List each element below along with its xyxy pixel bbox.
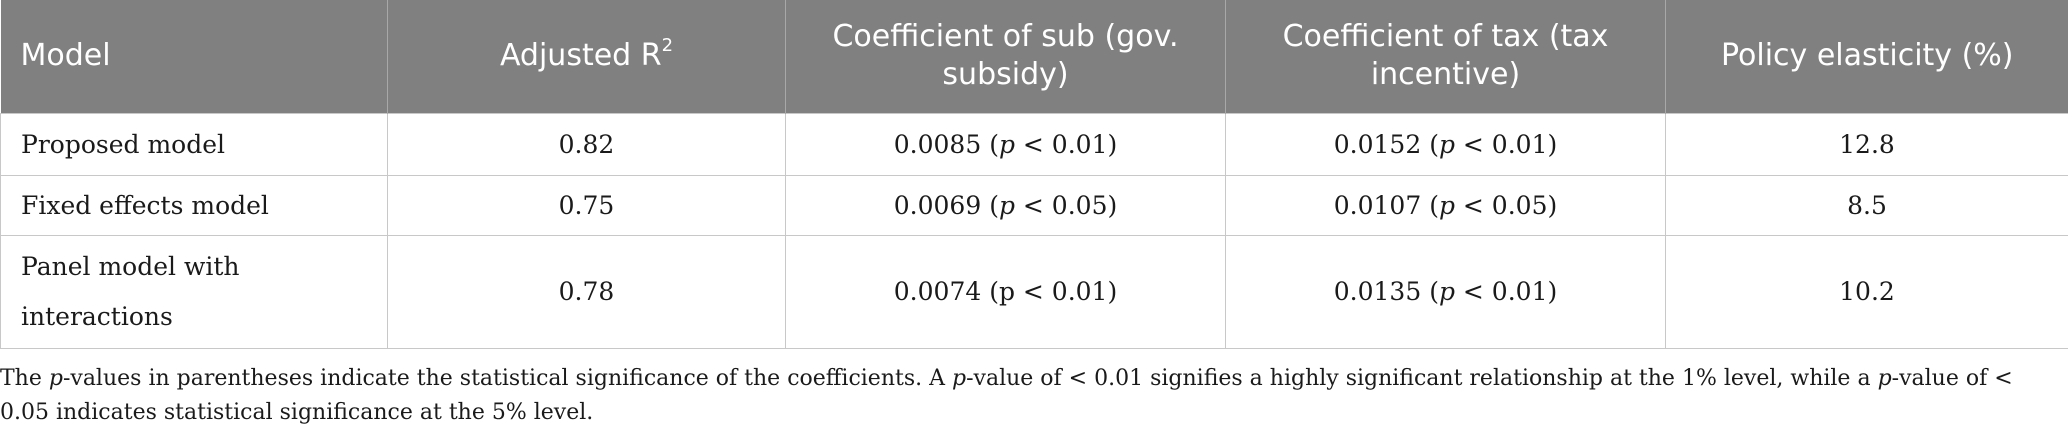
coef-value: 0.0107 <box>1333 190 1422 220</box>
p-value: < 0.05) <box>1014 190 1118 220</box>
model-name-line-1: Panel model with <box>21 251 240 281</box>
header-coef-sub-label: Coefficient of sub (gov. subsidy) <box>832 19 1179 93</box>
footnote-text: The <box>0 366 49 391</box>
p-letter: p <box>1438 129 1455 159</box>
table-row: Fixed effects model 0.75 0.0069 (p < 0.0… <box>0 174 2068 236</box>
header-model: Model <box>0 0 388 113</box>
cell-model: Panel model with interactions <box>0 234 388 349</box>
cell-coef-sub: 0.0074 (p < 0.01) <box>785 234 1226 349</box>
p-letter: p <box>1438 276 1455 306</box>
cell-adjusted-r2: 0.78 <box>387 234 786 349</box>
header-superscript-2: 2 <box>661 35 674 57</box>
footnote-p-letter: p <box>48 366 63 391</box>
coef-value: 0.0085 <box>893 129 982 159</box>
model-name-line-2: interactions <box>21 301 173 331</box>
cell-elasticity: 12.8 <box>1665 112 2068 176</box>
footnote-p-letter: p <box>952 366 967 391</box>
cell-coef-sub: 0.0085 (p < 0.01) <box>785 112 1226 176</box>
header-model-label: Model <box>20 38 111 74</box>
footnote-p-letter: p <box>1877 366 1892 391</box>
header-policy-elasticity: Policy elasticity (%) <box>1665 0 2068 113</box>
table-row: Panel model with interactions 0.78 0.0074… <box>0 234 2068 349</box>
header-coef-tax: Coefficient of tax (tax incentive) <box>1225 0 1666 113</box>
header-coef-sub: Coefficient of sub (gov. subsidy) <box>785 0 1226 113</box>
cell-adjusted-r2: 0.75 <box>387 174 786 236</box>
footnote-text: -value of < 0.01 signifies a highly sign… <box>966 366 1878 391</box>
cell-coef-tax: 0.0135 (p < 0.01) <box>1225 234 1666 349</box>
header-coef-tax-label: Coefficient of tax (tax incentive) <box>1282 19 1609 93</box>
model-comparison-table: Model Adjusted R2 Coefficient of sub (go… <box>0 0 2068 349</box>
cell-elasticity: 10.2 <box>1665 234 2068 349</box>
table-header: Model Adjusted R2 Coefficient of sub (go… <box>0 0 2068 113</box>
header-adjusted-r2: Adjusted R2 <box>387 0 786 113</box>
results-table-container: Model Adjusted R2 Coefficient of sub (go… <box>0 0 2068 349</box>
cell-model: Fixed effects model <box>0 174 388 236</box>
p-value: < 0.01) <box>1454 129 1558 159</box>
cell-coef-tax: 0.0152 (p < 0.01) <box>1225 112 1666 176</box>
footnote-text: -value of < 0.05 indicates statistical s… <box>0 366 2013 425</box>
p-value: < 0.01) <box>1454 276 1558 306</box>
cell-coef-tax: 0.0107 (p < 0.05) <box>1225 174 1666 236</box>
header-policy-elasticity-label: Policy elasticity (%) <box>1720 38 2014 74</box>
header-adjusted-r-label: Adjusted R <box>499 38 662 74</box>
coef-value: 0.0152 <box>1333 129 1422 159</box>
p-value: < 0.01) <box>1014 129 1118 159</box>
coef-value: 0.0069 <box>893 190 982 220</box>
table-body: Proposed model 0.82 0.0085 (p < 0.01) 0.… <box>0 112 2068 349</box>
header-row: Model Adjusted R2 Coefficient of sub (go… <box>0 0 2068 113</box>
table-footnote: The p-values in parentheses indicate the… <box>0 362 2060 430</box>
cell-model: Proposed model <box>0 112 388 176</box>
p-letter: p <box>998 129 1015 159</box>
p-letter: p <box>1438 190 1455 220</box>
cell-adjusted-r2: 0.82 <box>387 112 786 176</box>
cell-coef-sub: 0.0069 (p < 0.05) <box>785 174 1226 236</box>
footnote-text: -values in parentheses indicate the stat… <box>62 366 952 391</box>
cell-elasticity: 8.5 <box>1665 174 2068 236</box>
p-value: < 0.05) <box>1454 190 1558 220</box>
coef-value: 0.0135 <box>1333 276 1422 306</box>
p-letter: p <box>998 190 1015 220</box>
table-row: Proposed model 0.82 0.0085 (p < 0.01) 0.… <box>0 112 2068 176</box>
